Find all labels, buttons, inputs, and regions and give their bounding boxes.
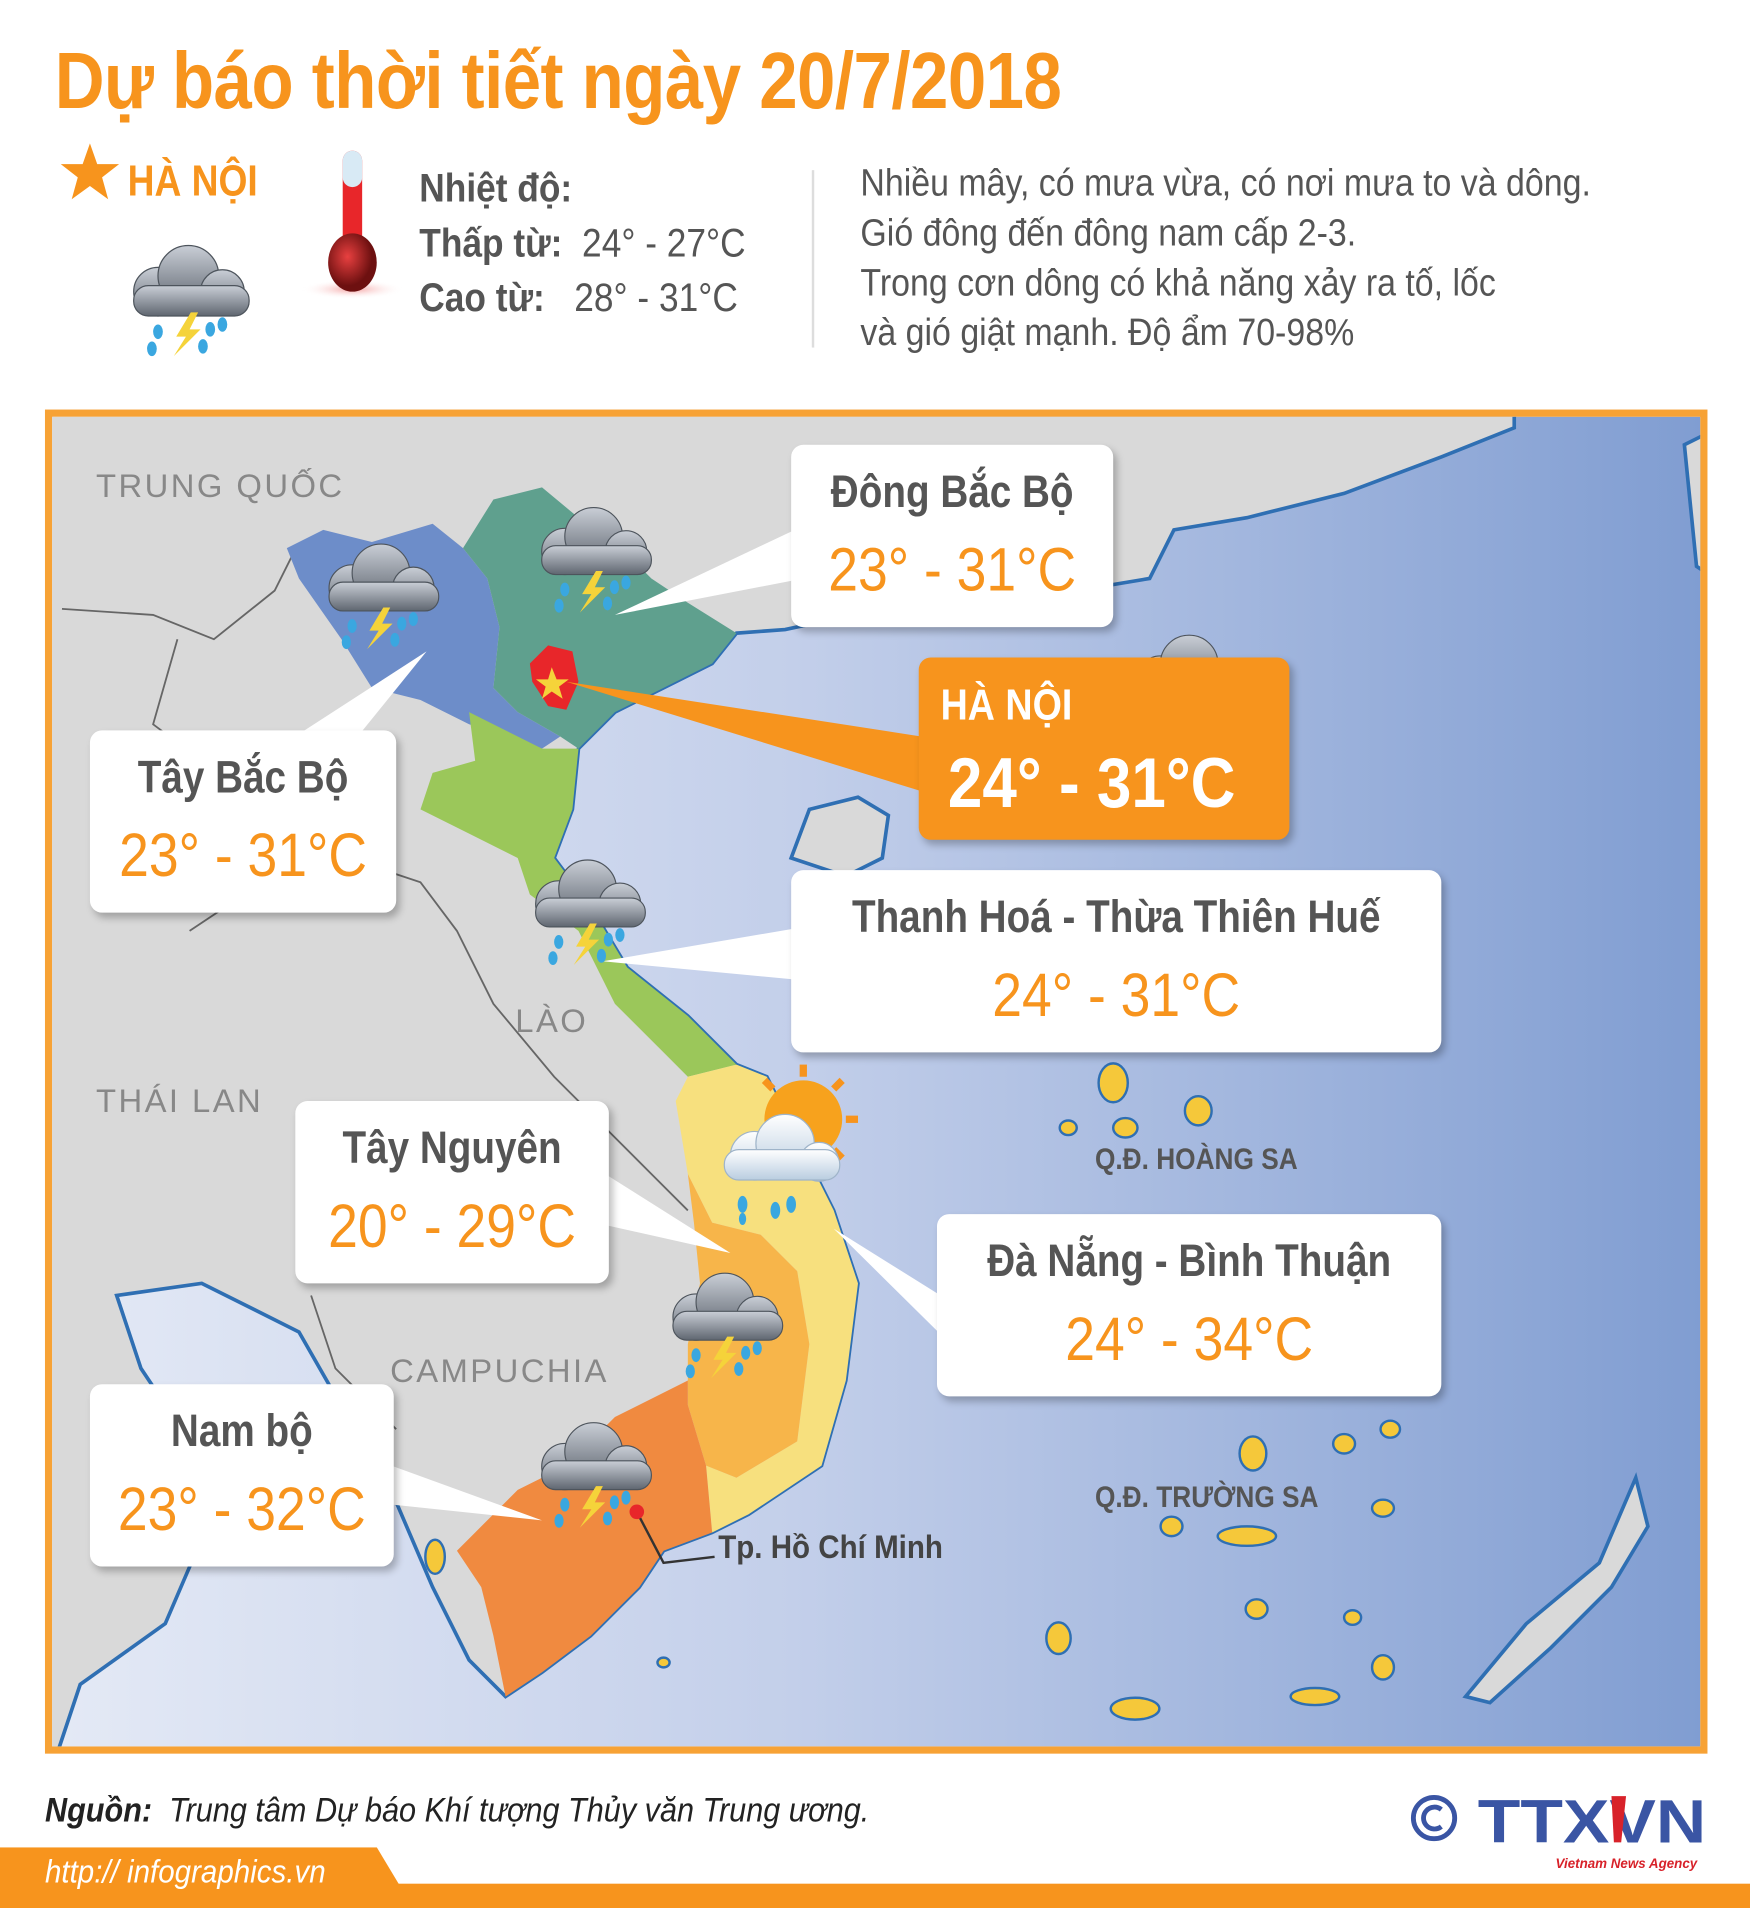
divider: [811, 170, 815, 348]
ttxvn-logo: TTXVN: [1410, 1787, 1706, 1850]
callout-tay-bac-bo: Tây Bắc Bộ 23° - 31°C: [89, 730, 397, 913]
website-link[interactable]: http:// infographics.vn: [44, 1853, 326, 1890]
region-name: HÀ NỘI: [940, 679, 1073, 730]
region-temp: 23° - 31°C: [119, 821, 367, 890]
country-label: THÁI LAN: [96, 1082, 264, 1120]
weather-description: Nhiều mây, có mưa vừa, có nơi mưa to và …: [860, 158, 1590, 357]
region-dong-bac: [463, 487, 737, 749]
region-name: Tây Nguyên: [342, 1122, 562, 1173]
region-name: Tây Bắc Bộ: [137, 752, 349, 803]
high-label: Cao từ:: [419, 274, 545, 320]
callout-dong-bac-bo: Đông Bắc Bộ 23° - 31°C: [791, 444, 1114, 628]
country-label: CAMPUCHIA: [390, 1352, 609, 1390]
sun-cloud-rain-icon: [723, 1064, 858, 1226]
logo-subtitle: Vietnam News Agency: [1555, 1856, 1698, 1872]
callout-tail-ha-noi: [566, 681, 922, 792]
island-label: Q.Đ. TRƯỜNG SA: [1094, 1481, 1319, 1515]
islands: [424, 1062, 1402, 1721]
weather-map: TRUNG QUỐC LÀO THÁI LAN CAMPUCHIA Q.Đ. H…: [44, 409, 1708, 1754]
hanoi-label: HÀ NỘI: [127, 155, 258, 206]
city-label: Tp. Hồ Chí Minh: [718, 1528, 943, 1566]
description-line: và gió giật mạnh. Độ ẩm 70-98%: [860, 311, 1355, 354]
callout-ha-noi: HÀ NỘI 24° - 31°C: [918, 657, 1290, 840]
region-temp: 23° - 31°C: [828, 535, 1077, 604]
thermometer-icon: [301, 150, 404, 299]
region-temp: 24° - 31°C: [947, 743, 1236, 823]
callout-da-nang-binh-thuan: Đà Nẵng - Bình Thuận 24° - 34°C: [936, 1214, 1442, 1397]
thunderstorm-rain-icon: [115, 237, 261, 359]
capital-star-icon: [535, 667, 569, 699]
country-label: LÀO: [515, 1002, 589, 1040]
region-da-nang-binh-thuan: [675, 1064, 858, 1533]
country-label: TRUNG QUỐC: [96, 467, 345, 505]
region-name: Thanh Hoá - Thừa Thiên Huế: [851, 892, 1381, 942]
source-text: Trung tâm Dự báo Khí tượng Thủy văn Trun…: [169, 1791, 870, 1829]
region-temp: 20° - 29°C: [328, 1192, 577, 1261]
region-temp: 23° - 32°C: [117, 1475, 366, 1544]
star-icon: [60, 143, 120, 200]
city-marker-dot: [629, 1504, 645, 1520]
region-name: Đông Bắc Bộ: [830, 466, 1074, 517]
city-leader-line: [635, 1511, 715, 1565]
source-note: Nguồn: Trung tâm Dự báo Khí tượng Thủy v…: [45, 1791, 869, 1830]
svg-text:TTXVN: TTXVN: [1478, 1787, 1706, 1849]
hanoi-temperature: Nhiệt độ: Thấp từ: 24° - 27°C Cao từ: 28…: [419, 160, 745, 324]
region-temp: 24° - 34°C: [1065, 1305, 1314, 1374]
description-line: Gió đông đến đông nam cấp 2-3.: [860, 211, 1357, 254]
source-label: Nguồn:: [44, 1791, 153, 1829]
high-value: 28° - 31°C: [574, 274, 738, 320]
callout-nam-bo: Nam bộ 23° - 32°C: [89, 1384, 394, 1567]
callout-tay-nguyen: Tây Nguyên 20° - 29°C: [295, 1101, 609, 1284]
description-line: Trong cơn dông có khả năng xảy ra tố, lố…: [860, 261, 1496, 304]
low-label: Thấp từ:: [419, 219, 563, 265]
footer-tab: [0, 1847, 414, 1908]
callout-thanh-hoa-hue: Thanh Hoá - Thừa Thiên Huế 24° - 31°C: [791, 870, 1442, 1053]
region-temp: 24° - 31°C: [992, 961, 1241, 1030]
region-name: Đà Nẵng - Bình Thuận: [987, 1235, 1392, 1286]
region-name: Nam bộ: [170, 1406, 313, 1456]
island-label: Q.Đ. HOÀNG SA: [1094, 1143, 1298, 1177]
description-line: Nhiều mây, có mưa vừa, có nơi mưa to và …: [860, 161, 1591, 205]
page-title: Dự báo thời tiết ngày 20/7/2018: [54, 35, 1062, 126]
temp-heading: Nhiệt độ:: [419, 165, 573, 211]
region-nam-bo: [456, 1380, 713, 1697]
low-value: 24° - 27°C: [582, 219, 746, 265]
